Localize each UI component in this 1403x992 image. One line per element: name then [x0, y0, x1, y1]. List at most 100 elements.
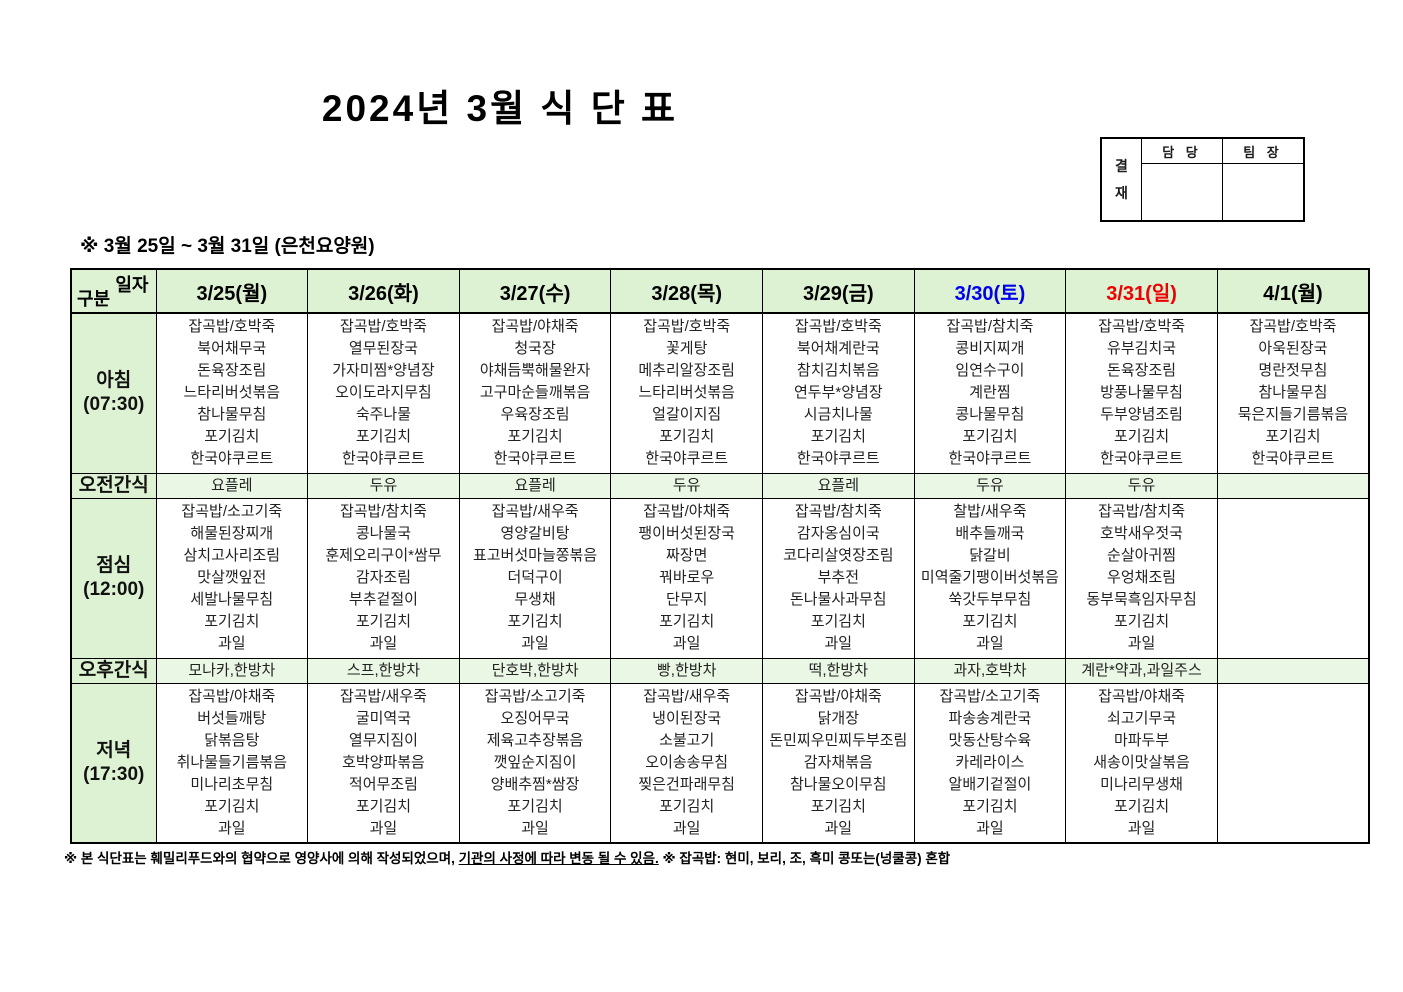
menu-item: 적어무조림 — [348, 775, 418, 793]
meal-cell: 잡곡밥/소고기죽 오징어무국 제육고추장볶음 깻잎순지짐이 양배추찜*쌈장 포기김치 과일 — [458, 682, 612, 844]
meal-cell: 잡곡밥/새우죽 영양갈비탕 표고버섯마늘쫑볶음 더덕구이 무생채 포기김치 과일 — [458, 497, 612, 659]
snack-cell: 떡,한방차 — [762, 657, 915, 684]
menu-table: 일자 구분 3/25(월) 3/26(화) 3/27(수) 3/28(목) 3/29(금… — [70, 268, 1370, 844]
approval-main: 담 당 팀 장 — [1142, 139, 1303, 220]
menu-table-body: 아침 (07:30) 잡곡밥/호박죽 북어채무국 돈육장조림 느타리버섯볶음 참나물무침 포기… — [70, 312, 1370, 844]
menu-item: 고구마순들깨볶음 — [479, 384, 591, 402]
menu-item: 포기김치 — [810, 613, 866, 630]
menu-item: 콩비지찌개 — [955, 340, 1025, 358]
menu-item: 잡곡밥/야채죽 — [643, 503, 731, 520]
menu-item: 꿔바로우 — [659, 569, 715, 586]
footnote: ※ 본 식단표는 훼밀리푸드와의 협약으로 영양사에 의해 작성되었으며, 기관… — [64, 847, 1364, 867]
snack-cell: 스프,한방차 — [307, 657, 460, 684]
menu-item: 찰밥/새우죽 — [953, 503, 1027, 520]
table-header-row: 일자 구분 3/25(월) 3/26(화) 3/27(수) 3/28(목) 3/29(금… — [70, 268, 1370, 314]
menu-item: 포기김치 — [507, 797, 563, 815]
menu-item: 잡곡밥/호박죽 — [188, 318, 276, 336]
menu-item: 훈제오리구이*쌈무 — [325, 547, 442, 564]
row-label: 점심 (12:00) — [70, 497, 157, 659]
menu-item: 잡곡밥/호박죽 — [1098, 318, 1186, 336]
menu-item: 감자채볶음 — [803, 753, 873, 771]
meal-cell: 잡곡밥/호박죽 열무된장국 가자미찜*양념장 오이도라지무침 숙주나물 포기김치 한국야쿠르… — [307, 312, 460, 474]
meal-cell: 잡곡밥/호박죽 아욱된장국 명란젓무침 참나물무침 묵은지들기름볶음 포기김치 한국야쿠르트 — [1216, 312, 1370, 474]
menu-item: 돈나물사과무침 — [790, 591, 887, 608]
menu-item: 계란찜 — [969, 384, 1011, 402]
snack-cell: 두유 — [610, 472, 763, 499]
menu-item: 포기김치 — [1265, 428, 1321, 446]
menu-item: 닭갈비 — [969, 547, 1011, 564]
menu-item: 우엉채조림 — [1107, 569, 1177, 586]
menu-item: 북어채무국 — [197, 340, 267, 358]
menu-item: 느타리버섯볶음 — [638, 384, 735, 402]
menu-item: 취나물들기름볶음 — [176, 753, 288, 771]
menu-item: 연두부*양념장 — [793, 384, 883, 402]
corner-label-date: 일자 — [115, 275, 149, 295]
menu-item: 포기김치 — [810, 797, 866, 815]
snack-row: 오전간식 요플레 두유 요플레 두유 요플레 두유 두유 — [70, 472, 1370, 499]
meal-cell: 잡곡밥/호박죽 유부김치국 돈육장조림 방풍나물무침 두부양념조림 포기김치 한국야쿠르트 — [1065, 312, 1218, 474]
date-range-subtitle: ※ 3월 25일 ~ 3월 31일 (은천요양원) — [80, 236, 375, 257]
menu-item: 한국야쿠르트 — [493, 450, 577, 468]
snack-cell: 모나카,한방차 — [155, 657, 309, 684]
meal-row: 아침 (07:30) 잡곡밥/호박죽 북어채무국 돈육장조림 느타리버섯볶음 참나물무침 포기… — [70, 312, 1370, 474]
menu-item: 파송송계란국 — [948, 709, 1032, 727]
menu-item: 잡곡밥/야채죽 — [188, 687, 276, 705]
row-label: 오후간식 — [70, 657, 157, 684]
approval-box: 결재 담 당 팀 장 — [1100, 137, 1305, 222]
snack-row: 오후간식 모나카,한방차 스프,한방차 단호박,한방차 빵,한방차 떡,한방차 과자,호박차… — [70, 657, 1370, 684]
menu-item: 과일 — [218, 635, 246, 652]
menu-item: 쑥갓두부무침 — [948, 591, 1032, 608]
menu-item: 코다리살엿장조림 — [783, 547, 894, 564]
menu-item: 잡곡밥/새우죽 — [491, 503, 579, 520]
menu-item: 호박양파볶음 — [342, 753, 425, 771]
menu-item: 꽃게탕 — [665, 340, 708, 358]
menu-item: 잡곡밥/호박죽 — [1249, 318, 1337, 336]
menu-item: 콩나물무침 — [955, 406, 1025, 424]
snack-cell — [1216, 472, 1370, 499]
menu-item: 느타리버섯볶음 — [183, 384, 281, 402]
snack-cell: 요플레 — [458, 472, 612, 499]
menu-item: 찢은건파래무침 — [638, 775, 735, 793]
snack-cell: 요플레 — [762, 472, 915, 499]
menu-item: 잡곡밥/참치죽 — [1098, 503, 1186, 520]
menu-item: 참치김치볶음 — [796, 362, 880, 380]
row-label: 오전간식 — [70, 472, 157, 499]
menu-item: 과일 — [521, 635, 549, 652]
menu-item: 미나리초무침 — [190, 775, 274, 793]
menu-item: 세발나물무침 — [190, 591, 274, 608]
menu-item: 잡곡밥/소고기죽 — [939, 687, 1041, 705]
menu-item: 돈육장조림 — [1107, 362, 1177, 380]
menu-item: 참나물무침 — [197, 406, 267, 424]
meal-cell: 잡곡밥/새우죽 굴미역국 열무지짐이 호박양파볶음 적어무조림 포기김치 과일 — [307, 682, 460, 844]
menu-item: 과일 — [369, 635, 398, 652]
date-header: 3/28(목) — [610, 268, 763, 314]
menu-item: 포기김치 — [204, 613, 260, 630]
meal-cell: 잡곡밥/소고기죽 해물된장찌개 삼치고사리조림 맛살깻잎전 세발나물무침 포기김치 과일 — [155, 497, 309, 659]
menu-item: 과일 — [976, 819, 1004, 837]
menu-item: 포기김치 — [810, 428, 866, 446]
corner-cell: 일자 구분 — [70, 268, 157, 314]
menu-item: 양배추찜*쌈장 — [490, 775, 580, 793]
menu-item: 콩나물국 — [355, 525, 412, 542]
menu-item: 동부묵흑임자무침 — [1086, 591, 1197, 608]
menu-item: 포기김치 — [1113, 428, 1170, 446]
meal-cell — [1216, 497, 1370, 659]
menu-item: 임연수구이 — [955, 362, 1025, 380]
menu-item: 카레라이스 — [955, 753, 1025, 771]
approval-signature-teamlead — [1223, 164, 1303, 220]
menu-item: 과일 — [369, 819, 398, 837]
menu-item: 미역줄기팽이버섯볶음 — [920, 569, 1059, 586]
menu-item: 미나리무생채 — [1100, 775, 1183, 793]
menu-item: 과일 — [672, 819, 701, 837]
menu-item: 제육고추장볶음 — [486, 731, 584, 749]
approval-side-cell: 결재 — [1102, 139, 1142, 220]
approval-col-teamlead: 팀 장 — [1243, 144, 1283, 160]
menu-item: 북어채계란국 — [796, 340, 880, 358]
menu-item: 우육장조림 — [500, 406, 570, 424]
menu-item: 유부김치국 — [1107, 340, 1177, 358]
meal-cell: 잡곡밥/야채죽 쇠고기무국 마파두부 새송이맛살볶음 미나리무생채 포기김치 과일 — [1065, 682, 1218, 844]
snack-cell: 두유 — [913, 472, 1067, 499]
page-title: 2024년 3월 식 단 표 — [321, 88, 679, 129]
menu-item: 포기김치 — [962, 797, 1018, 815]
